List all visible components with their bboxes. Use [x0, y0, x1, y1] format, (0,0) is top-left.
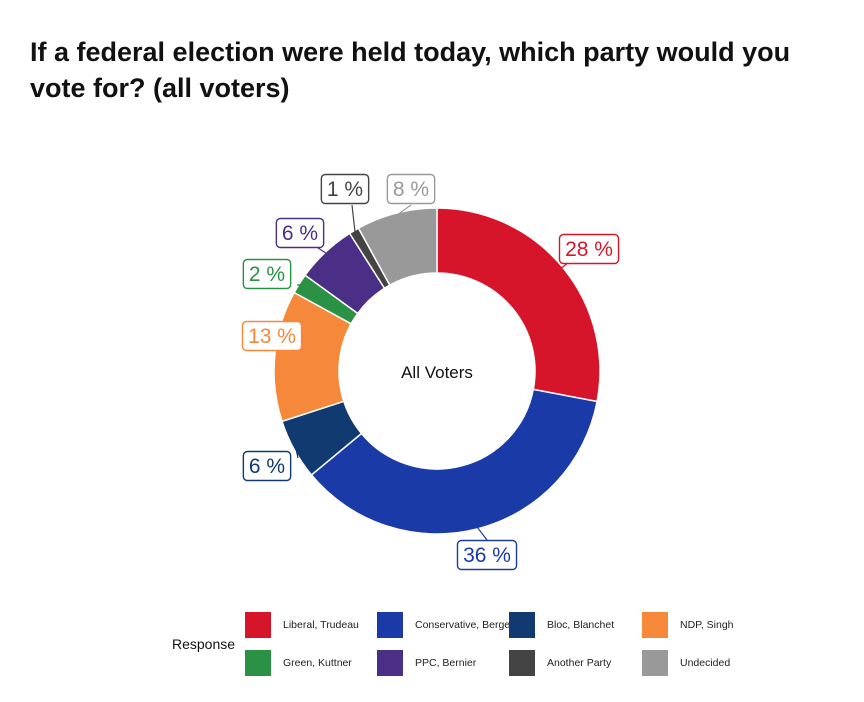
- label-leader-ppc-bernier: [317, 247, 328, 255]
- data-label-undecided: 8 %: [393, 178, 429, 201]
- label-box-bloc-blanchet: [242, 450, 292, 482]
- legend: Liberal, Trudeau Conservative, Bergen Bloc…: [245, 612, 762, 676]
- legend-label: PPC, Bernier: [415, 657, 477, 669]
- label-box-another-party: [320, 173, 370, 205]
- legend-item-bloc-blanchet: Bloc, Blanchet: [509, 612, 642, 638]
- legend-swatch: [377, 612, 403, 638]
- legend-label: Undecided: [680, 657, 731, 669]
- legend-swatch: [245, 612, 271, 638]
- legend-item-another-party: Another Party: [509, 650, 642, 676]
- slice-liberal-trudeau: [436, 207, 601, 403]
- slice-conservative-bergen: [310, 388, 598, 535]
- data-label-green-kuttner: 2 %: [249, 263, 285, 286]
- data-label-liberal-trudeau: 28 %: [565, 238, 613, 261]
- legend-item-conservative-bergen: Conservative, Bergen: [377, 612, 516, 638]
- center-label: All Voters: [401, 363, 473, 382]
- label-box-ppc-bernier: [275, 217, 325, 249]
- data-label-conservative-bergen: 36 %: [463, 544, 511, 567]
- label-leader-another-party: [351, 204, 356, 233]
- data-label-another-party: 1 %: [327, 178, 363, 201]
- label-box-green-kuttner: [242, 258, 292, 290]
- legend-swatch: [509, 650, 535, 676]
- label-leader-conservative-bergen: [476, 526, 488, 541]
- data-label-bloc-blanchet: 6 %: [249, 455, 285, 478]
- data-label-ndp-singh: 13 %: [248, 325, 296, 348]
- legend-item-undecided: Undecided: [642, 650, 762, 676]
- legend-item-green-kuttner: Green, Kuttner: [245, 650, 377, 676]
- legend-swatch: [377, 650, 403, 676]
- chart-title: If a federal election were held today, w…: [30, 37, 791, 103]
- legend-item-ndp-singh: NDP, Singh: [642, 612, 762, 638]
- legend-item-ppc-bernier: PPC, Bernier: [377, 650, 509, 676]
- label-leader-bloc-blanchet: [295, 448, 299, 459]
- legend-label: Another Party: [547, 657, 612, 669]
- legend-label: NDP, Singh: [680, 619, 734, 631]
- slice-undecided: [357, 207, 438, 287]
- donut-chart: 28 % 36 % 6 % 13 % 2 % 6 % 1 % 8 % All Voters: [241, 173, 620, 571]
- legend-title: Response: [172, 636, 236, 652]
- legend-swatch: [642, 612, 668, 638]
- legend-label: Liberal, Trudeau: [283, 619, 359, 631]
- legend-item-liberal-trudeau: Liberal, Trudeau: [245, 612, 377, 638]
- legend-label: Bloc, Blanchet: [547, 619, 615, 631]
- legend-swatch: [509, 612, 535, 638]
- legend-label: Green, Kuttner: [283, 657, 352, 669]
- label-leader-undecided: [396, 204, 412, 216]
- legend-swatch: [642, 650, 668, 676]
- label-box-liberal-trudeau: [558, 233, 620, 265]
- label-box-conservative-bergen: [456, 539, 518, 571]
- legend-swatch: [245, 650, 271, 676]
- label-box-ndp-singh: [241, 320, 303, 352]
- label-box-undecided: [386, 173, 436, 205]
- legend-label: Conservative, Bergen: [415, 619, 516, 631]
- data-label-ppc-bernier: 6 %: [282, 222, 318, 245]
